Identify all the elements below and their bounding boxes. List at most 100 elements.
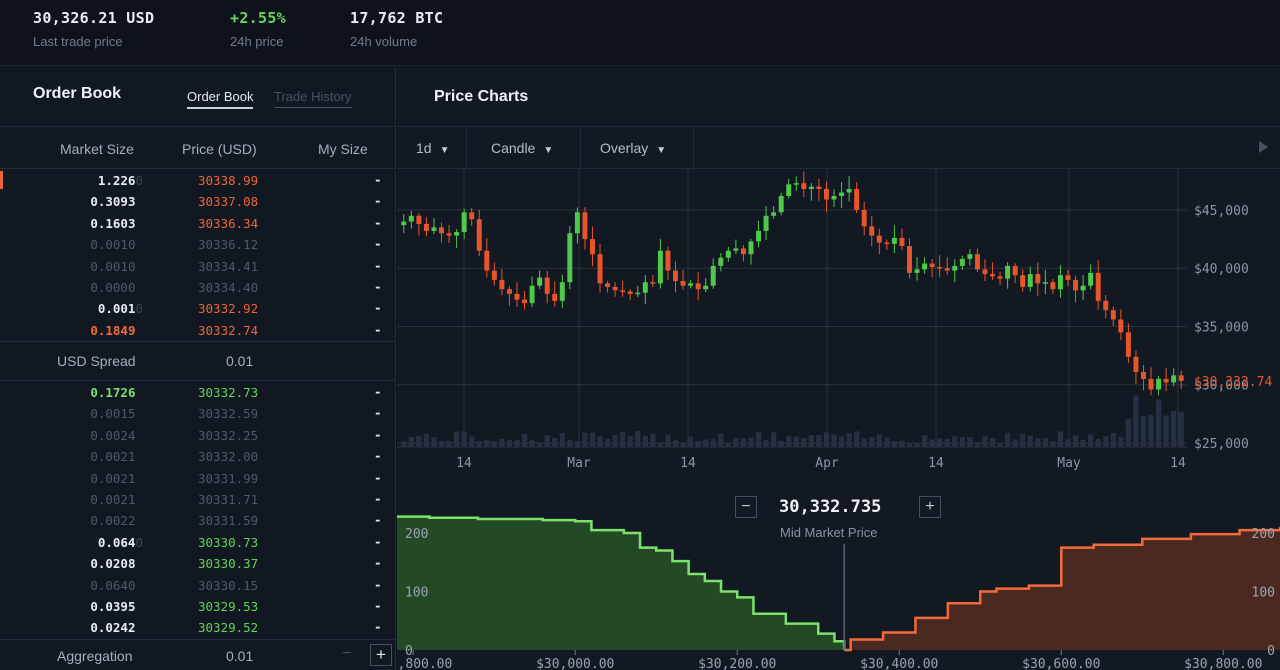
- volume-bar: [1118, 436, 1124, 447]
- bid-size-value: 0.0021: [90, 492, 136, 507]
- tab-order-book[interactable]: Order Book: [187, 89, 254, 109]
- ask-row[interactable]: 0.0010 30332.92 -: [0, 298, 396, 319]
- candle-body: [1012, 265, 1018, 276]
- candle-body: [891, 237, 897, 244]
- ask-size: 1.2260: [98, 173, 143, 188]
- bid-row[interactable]: 0.00220 30331.59 -: [0, 510, 396, 531]
- candle-body: [793, 183, 799, 185]
- chart-type-dropdown[interactable]: Candle ▼: [467, 127, 581, 168]
- volume-bar: [1148, 415, 1154, 447]
- candle-body: [657, 250, 663, 284]
- bid-size: 0.00210: [90, 471, 143, 486]
- bid-price: 30331.99: [198, 470, 259, 486]
- ask-row[interactable]: 0.30930 30337.08 -: [0, 191, 396, 212]
- ask-price: 30334.41: [198, 258, 259, 274]
- y-tick-label: $30,000: [1194, 379, 1249, 394]
- volume-bar: [1103, 436, 1109, 447]
- zoom-in-button[interactable]: +: [919, 496, 941, 518]
- bid-size-value: 0.0021: [90, 470, 136, 486]
- volume-bar: [695, 441, 701, 447]
- ask-size-value: 0.1849: [90, 322, 136, 338]
- volume-bar: [861, 438, 867, 447]
- volume-bar: [1027, 435, 1033, 447]
- bid-depth-area: [397, 516, 845, 650]
- bid-size-value: 0.0022: [90, 513, 136, 529]
- candle-body: [1140, 371, 1146, 379]
- price-change-stat: +2.55% 24h price: [230, 9, 286, 49]
- bid-row[interactable]: 0.02420 30329.52 -: [0, 617, 396, 638]
- candle-body: [612, 286, 618, 291]
- volume-bar: [1072, 435, 1079, 447]
- ask-row[interactable]: 0.16030 30336.34 -: [0, 213, 396, 234]
- volume-bar: [854, 431, 860, 447]
- ask-row[interactable]: 1.2260 30338.99 -: [0, 170, 396, 191]
- candle-body: [997, 276, 1003, 279]
- bid-row[interactable]: 0.0640 30330.73 -: [0, 532, 396, 553]
- bid-row[interactable]: 0.02080 30330.37 -: [0, 553, 396, 574]
- bid-price: 30332.00: [198, 449, 259, 465]
- interval-dropdown[interactable]: 1d ▼: [397, 127, 467, 168]
- ask-price: 30336.34: [198, 215, 259, 231]
- candle-body: [1156, 378, 1162, 390]
- chevron-down-icon: ▼: [543, 145, 554, 156]
- ask-depth-line: [844, 527, 1280, 652]
- bid-row[interactable]: 0.00210 30331.99 -: [0, 468, 396, 489]
- bid-row[interactable]: 0.17260 30332.73 -: [0, 382, 396, 403]
- candle-body: [582, 212, 588, 240]
- candle-body: [1118, 319, 1124, 333]
- bid-row[interactable]: 0.06400 30330.15 -: [0, 575, 396, 596]
- volume-bar: [438, 441, 445, 447]
- candle-body: [431, 227, 437, 231]
- tab-trade-history[interactable]: Trade History: [274, 89, 352, 108]
- candle-body: [1163, 378, 1169, 383]
- bid-row[interactable]: 0.03950 30329.53 -: [0, 596, 396, 617]
- aggregation-increase-button[interactable]: +: [370, 644, 392, 666]
- depth-chart[interactable]: 20020010010000$29,800.00$30,000.00$30,20…: [397, 486, 1280, 670]
- bid-size: 0.00150: [90, 406, 143, 421]
- volume-bar: [786, 435, 792, 447]
- candle-body: [627, 291, 633, 294]
- ask-row[interactable]: 0.00000 30334.40 -: [0, 277, 396, 298]
- bid-row[interactable]: 0.00150 30332.59 -: [0, 403, 396, 424]
- volume-bar: [1080, 439, 1086, 447]
- candlestick-chart[interactable]: $45,000 $40,000 $35,000 $30,000 $25,000 14 Mar…: [397, 169, 1280, 474]
- bid-row[interactable]: 0.00210 30332.00 -: [0, 446, 396, 467]
- ask-my-size: -: [374, 214, 382, 230]
- zoom-out-button[interactable]: −: [735, 496, 757, 518]
- bid-row[interactable]: 0.00240 30332.25 -: [0, 425, 396, 446]
- volume-bar: [499, 438, 505, 447]
- candle-body: [1057, 275, 1063, 290]
- ask-row[interactable]: 0.18490 30332.74 -: [0, 320, 396, 341]
- bid-row[interactable]: 0.00210 30331.71 -: [0, 489, 396, 510]
- ask-price: 30338.99: [198, 173, 259, 188]
- ask-marker: [0, 171, 3, 189]
- order-book-header: Order Book Order Book Trade History: [0, 67, 395, 127]
- price-charts-header: Price Charts: [397, 67, 1280, 127]
- candle-body: [952, 265, 958, 271]
- price-change-value: +2.55%: [230, 9, 286, 27]
- play-icon[interactable]: [1259, 141, 1268, 153]
- candle-body: [869, 226, 875, 236]
- candle-body: [1088, 272, 1094, 286]
- depth-x-tick-label: $30,000.00: [536, 657, 614, 670]
- candle-body: [823, 188, 829, 200]
- bid-size: 0.0640: [98, 535, 143, 550]
- volume-bar: [884, 437, 890, 447]
- aggregation-decrease-button[interactable]: −: [342, 645, 352, 662]
- volume-bar: [401, 441, 407, 447]
- candle-body: [439, 227, 445, 234]
- candle-body: [408, 215, 414, 222]
- volume-bar: [612, 434, 618, 447]
- bid-price: 30330.37: [198, 556, 259, 572]
- bid-size: 0.06400: [90, 578, 143, 593]
- volume-bar: [929, 439, 935, 447]
- bid-price: 30329.53: [198, 599, 259, 614]
- order-book-columns: Market Size Price (USD) My Size: [0, 127, 395, 169]
- volume-bar: [453, 431, 460, 447]
- volume-bar: [778, 440, 784, 447]
- overlay-dropdown[interactable]: Overlay ▼: [581, 127, 694, 168]
- candle-body: [1020, 275, 1026, 287]
- ask-size-value: 1.226: [97, 173, 136, 188]
